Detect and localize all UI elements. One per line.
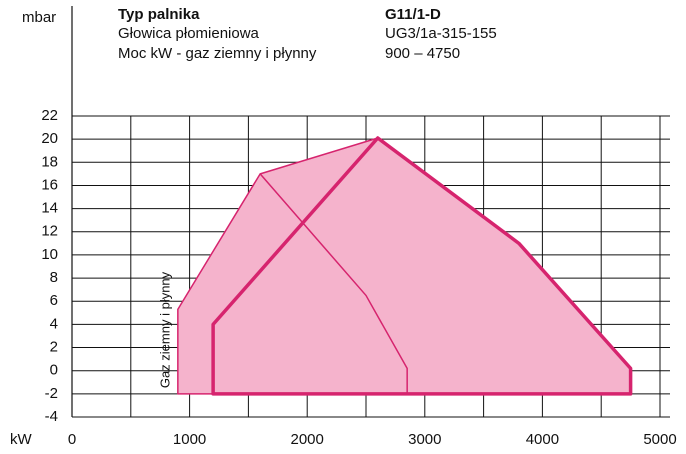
x-tick-label: 1000 xyxy=(173,431,206,448)
x-unit: kW xyxy=(10,431,33,448)
info-label: Głowica płomieniowa xyxy=(118,25,260,42)
annotation: Gaz ziemny i płynny xyxy=(157,271,172,388)
x-tick-label: 5000 xyxy=(643,431,676,448)
y-tick-label: 8 xyxy=(50,269,58,286)
y-tick-label: 4 xyxy=(50,315,58,332)
y-tick-label: 12 xyxy=(41,223,58,240)
y-tick-label: 16 xyxy=(41,176,58,193)
y-tick-label: 10 xyxy=(41,246,58,263)
x-tick-label: 4000 xyxy=(526,431,559,448)
x-tick-label: 3000 xyxy=(408,431,441,448)
y-tick-label: 2 xyxy=(50,339,58,356)
y-unit: mbar xyxy=(22,9,56,26)
x-tick-label: 0 xyxy=(68,431,76,448)
info-value: UG3/1a-315-155 xyxy=(385,25,497,42)
info-label: Typ palnika xyxy=(118,6,200,23)
info-value: 900 – 4750 xyxy=(385,45,460,62)
y-tick-label: 18 xyxy=(41,153,58,170)
y-tick-label: 0 xyxy=(50,362,58,379)
info-label: Moc kW - gaz ziemny i płynny xyxy=(118,45,317,62)
y-tick-label: -2 xyxy=(45,385,58,402)
y-tick-label: 22 xyxy=(41,107,58,124)
info-value: G11/1-D xyxy=(385,6,441,23)
y-tick-label: 6 xyxy=(50,292,58,309)
x-tick-label: 2000 xyxy=(291,431,324,448)
region xyxy=(177,137,632,395)
y-tick-label: 14 xyxy=(41,200,58,217)
y-tick-label: 20 xyxy=(41,130,58,147)
region xyxy=(259,173,408,394)
y-tick-label: -4 xyxy=(45,408,58,425)
region xyxy=(211,136,633,396)
